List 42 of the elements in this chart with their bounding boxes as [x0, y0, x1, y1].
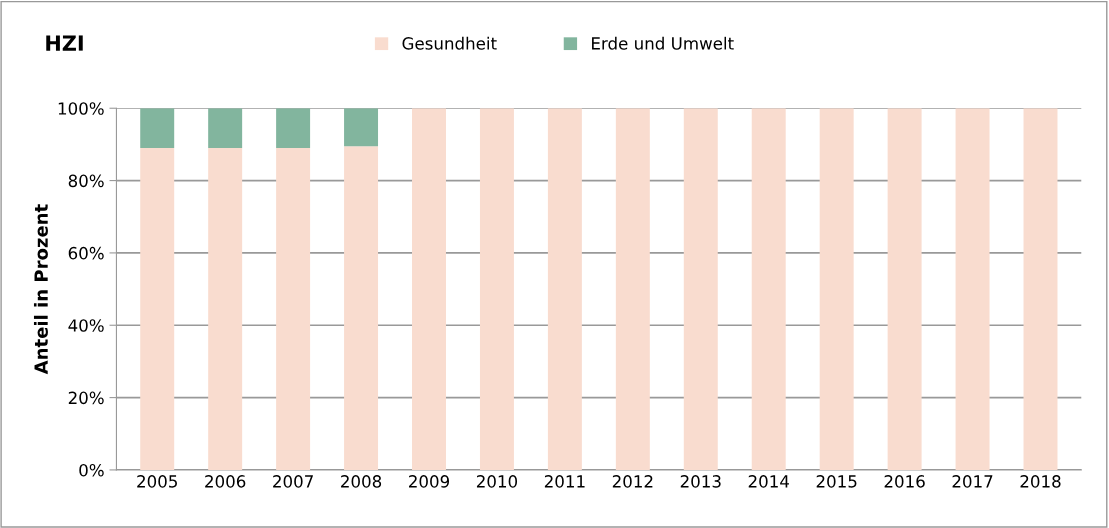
x-tick-label: 2009 [409, 475, 450, 488]
x-tick-label: 2015 [816, 475, 857, 488]
x-tick-label: 2007 [273, 475, 313, 488]
y-axis-title: Anteil in Prozent [33, 204, 48, 375]
y-tick-label: 20% [68, 391, 104, 405]
y-tick-label: 100% [58, 102, 104, 115]
bar [955, 108, 990, 470]
bar [344, 146, 379, 470]
y-tick-label: 60% [68, 246, 104, 260]
bar [276, 148, 311, 470]
x-tick-label: 2014 [748, 475, 789, 488]
y-tick-label: 40% [68, 319, 104, 332]
y-tick-label: 80% [68, 174, 104, 188]
x-tick-label: 2017 [952, 475, 993, 488]
legend-label: Erde und Umwelt [592, 36, 734, 50]
bar [344, 108, 379, 147]
x-tick-label: 2008 [341, 475, 382, 488]
bar [887, 108, 922, 470]
bar [547, 108, 582, 470]
bar [1023, 108, 1058, 470]
bar [140, 148, 175, 470]
x-tick-label: 2018 [1020, 475, 1061, 488]
x-tick-label: 2011 [544, 475, 585, 488]
bar [208, 148, 243, 470]
bar [208, 108, 243, 149]
x-tick-label: 2010 [476, 475, 518, 488]
bar [140, 108, 175, 149]
x-tick-label: 2006 [205, 475, 246, 488]
legend-label: Gesundheit [402, 36, 497, 50]
y-tick-label: 0% [79, 463, 104, 477]
x-tick-label: 2012 [612, 475, 653, 488]
x-tick-label: 2005 [137, 475, 177, 488]
bar [479, 108, 514, 470]
chart-title: HZI [46, 35, 83, 51]
bar [683, 108, 718, 470]
bar [615, 108, 650, 470]
bar [412, 108, 446, 470]
bar [819, 108, 854, 470]
bar [276, 108, 311, 149]
x-tick-label: 2016 [884, 475, 925, 488]
bar [751, 108, 786, 470]
x-tick-label: 2013 [680, 475, 721, 488]
